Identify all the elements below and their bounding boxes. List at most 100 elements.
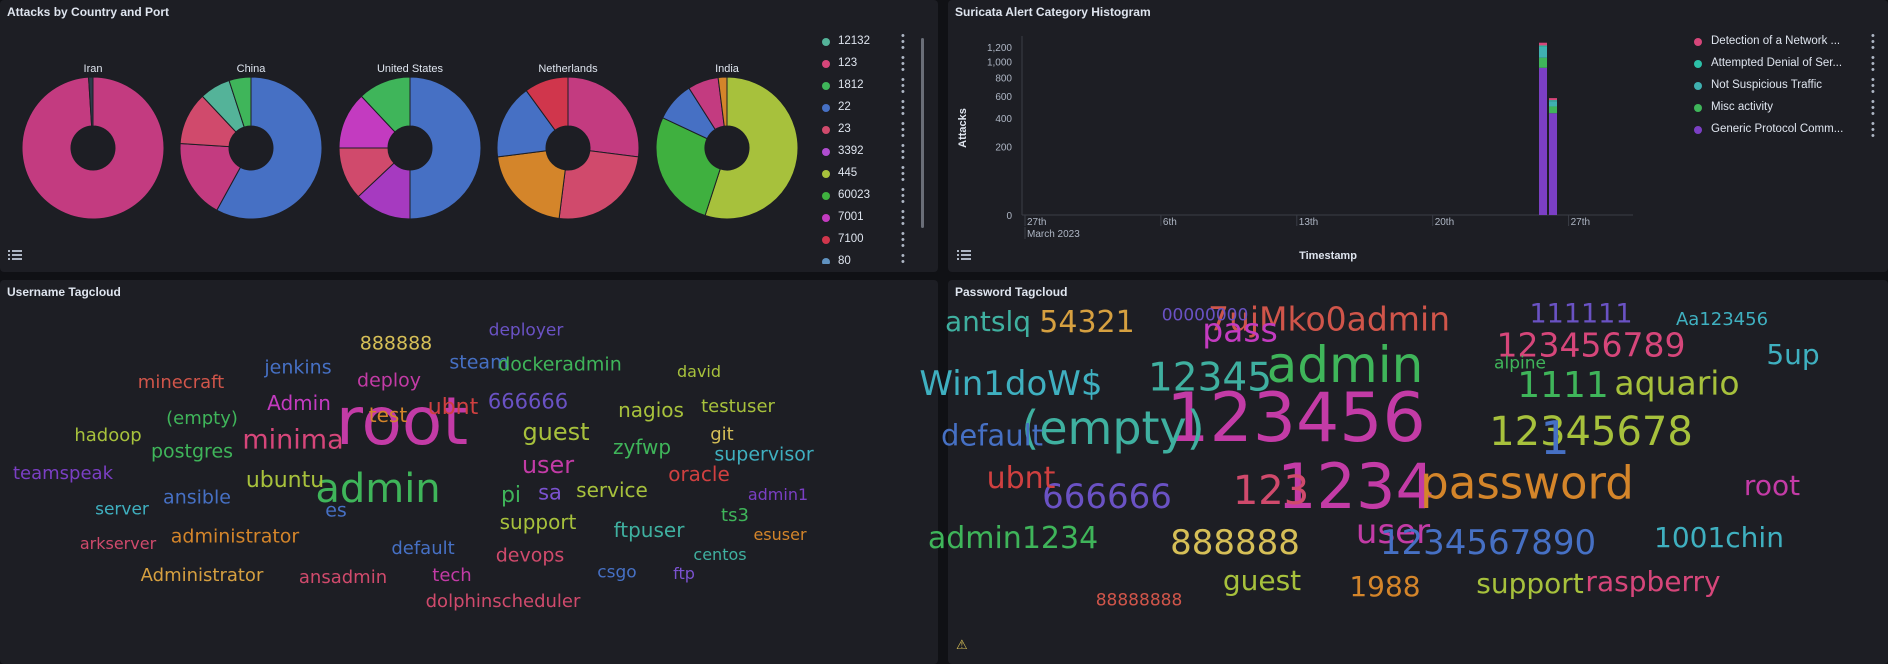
histogram-bar[interactable]: [1539, 42, 1547, 46]
legend-scrollbar[interactable]: [921, 38, 924, 228]
tag-word[interactable]: 88888888: [1095, 590, 1183, 611]
tag-word[interactable]: 1111: [1517, 365, 1609, 406]
legend-menu-icon[interactable]: •••: [901, 228, 905, 252]
donut-slice-60023[interactable]: [655, 117, 721, 217]
tag-word[interactable]: user: [521, 451, 575, 479]
tag-word[interactable]: pi: [500, 483, 522, 508]
tag-word[interactable]: pass: [1202, 310, 1278, 350]
tag-word[interactable]: deployer: [488, 320, 564, 341]
tag-word[interactable]: admin: [315, 466, 441, 512]
tag-word[interactable]: 123456: [1166, 379, 1426, 458]
tag-word[interactable]: hadoop: [74, 425, 142, 446]
legend-item[interactable]: Not Suspicious Traffic • • •: [1693, 75, 1883, 98]
donut-slice-1812[interactable]: [360, 76, 411, 133]
donut-slice-1812[interactable]: [228, 76, 252, 128]
tag-word[interactable]: oracle: [668, 462, 730, 486]
legend-menu-icon[interactable]: •••: [1871, 30, 1875, 54]
legend-item[interactable]: 1812 • • •: [820, 75, 920, 98]
histogram-bar[interactable]: [1539, 67, 1547, 215]
tag-word[interactable]: centos: [693, 545, 747, 564]
donut-slice-22[interactable]: [216, 76, 323, 220]
tag-word[interactable]: 5up: [1766, 338, 1820, 371]
tag-word[interactable]: user: [1355, 512, 1431, 552]
legend-item[interactable]: 123 • • •: [820, 52, 920, 76]
tag-word[interactable]: steam: [449, 351, 509, 374]
tag-word[interactable]: 888888: [1170, 523, 1300, 563]
tag-word[interactable]: guest: [1222, 564, 1302, 597]
donut-slice-80[interactable]: [497, 150, 566, 219]
legend-item[interactable]: 7001 • • •: [820, 207, 920, 230]
histogram-bar[interactable]: [1549, 98, 1557, 101]
tag-word[interactable]: 1234567890: [1379, 523, 1597, 563]
tag-word[interactable]: testuser: [701, 396, 775, 417]
tag-word[interactable]: 666666: [487, 389, 569, 414]
histogram-bar[interactable]: [1549, 100, 1557, 102]
legend-menu-icon[interactable]: •••: [901, 52, 905, 76]
legend-menu-icon[interactable]: •••: [901, 34, 905, 54]
tag-word[interactable]: 00000000: [1161, 305, 1249, 326]
tag-word[interactable]: ansadmin: [298, 567, 388, 588]
histogram-bar[interactable]: [1549, 101, 1557, 107]
tag-word[interactable]: Admin: [267, 391, 331, 415]
legend-item[interactable]: 445 • • •: [820, 162, 920, 186]
tag-word[interactable]: sa: [538, 480, 562, 505]
tag-word[interactable]: zyfwp: [612, 435, 672, 459]
histogram-bar[interactable]: [1549, 106, 1557, 114]
legend-item[interactable]: 22 • • •: [820, 96, 920, 120]
legend-item[interactable]: Generic Protocol Comm... • • •: [1693, 118, 1883, 142]
donut-slice-7100[interactable]: [525, 76, 569, 131]
legend-menu-icon[interactable]: •••: [1871, 118, 1875, 142]
tag-word[interactable]: service: [576, 478, 648, 502]
tag-word[interactable]: ubnt: [986, 461, 1056, 496]
legend-menu-icon[interactable]: •••: [901, 162, 905, 186]
donut-slice-23[interactable]: [558, 150, 639, 220]
legend-toggle-icon[interactable]: [957, 249, 971, 261]
legend-item[interactable]: Attempted Denial of Ser... • • •: [1693, 52, 1883, 76]
legend-item[interactable]: 80 •••: [820, 250, 920, 265]
tag-word[interactable]: 12345: [1147, 355, 1273, 401]
donut-slice-80[interactable]: [717, 76, 728, 127]
histogram-bar[interactable]: [1549, 113, 1557, 215]
tag-word[interactable]: postgres: [150, 440, 234, 463]
legend-menu-icon[interactable]: •••: [901, 96, 905, 120]
tag-word[interactable]: 888888: [359, 332, 433, 355]
tag-word[interactable]: test: [368, 403, 408, 427]
legend-menu-icon[interactable]: •••: [1871, 52, 1875, 76]
tag-word[interactable]: minecraft: [137, 372, 225, 393]
legend-toggle-icon[interactable]: [8, 249, 22, 261]
tag-word[interactable]: password: [1420, 456, 1634, 510]
tag-word[interactable]: ts3: [721, 505, 749, 526]
tag-word[interactable]: support: [499, 510, 577, 534]
tag-word[interactable]: admin: [1266, 336, 1424, 394]
tag-word[interactable]: server: [95, 499, 149, 520]
tag-word[interactable]: root: [335, 383, 469, 460]
legend-menu-icon[interactable]: •••: [901, 118, 905, 142]
tag-word[interactable]: Administrator: [140, 565, 264, 586]
tag-word[interactable]: alpine: [1494, 353, 1546, 374]
tag-word[interactable]: guest: [522, 418, 590, 446]
legend-menu-icon[interactable]: •••: [901, 250, 905, 265]
tag-word[interactable]: supervisor: [714, 443, 814, 466]
donut-slice-22[interactable]: [409, 76, 482, 220]
tag-word[interactable]: default: [940, 418, 1044, 453]
legend-item[interactable]: 7100 • • •: [820, 228, 920, 252]
tag-word[interactable]: 123456789: [1496, 325, 1686, 365]
histogram-bar[interactable]: [1539, 45, 1547, 47]
legend-item[interactable]: 12132 • • •: [820, 34, 920, 54]
tag-word[interactable]: support: [1476, 567, 1584, 600]
donut-slice-123[interactable]: [567, 76, 640, 158]
tag-word[interactable]: tech: [432, 565, 472, 586]
tag-word[interactable]: 1: [1540, 411, 1570, 465]
tag-word[interactable]: Aa123456: [1675, 309, 1769, 330]
legend-item[interactable]: 23 • • •: [820, 118, 920, 142]
tag-word[interactable]: devops: [495, 544, 565, 567]
tag-word[interactable]: ubnt: [427, 395, 479, 420]
tag-word[interactable]: 123: [1232, 468, 1310, 514]
tag-word[interactable]: teamspeak: [12, 463, 114, 484]
tag-word[interactable]: es: [325, 499, 347, 522]
tag-word[interactable]: minima: [242, 424, 344, 456]
donut-slice-123[interactable]: [179, 143, 242, 211]
tag-word[interactable]: admin1: [747, 485, 809, 504]
tag-word[interactable]: csgo: [597, 562, 637, 583]
histogram-bar[interactable]: [1539, 57, 1547, 68]
